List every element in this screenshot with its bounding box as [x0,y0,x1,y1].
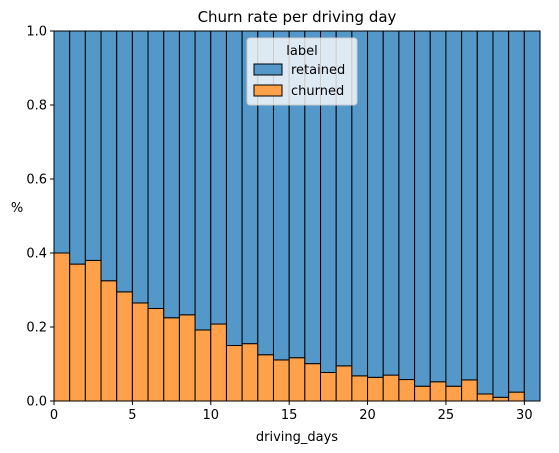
bar-retained-21 [382,30,400,376]
bar-retained-26 [461,30,478,381]
y-axis: 0.0 0.2 0.4 0.6 0.8 1.0 [26,25,54,410]
bar-churned-24 [429,381,447,402]
bar-retained-9 [194,30,212,331]
bar-churned-2 [84,259,102,402]
bar-churned-20 [367,376,384,402]
bar-retained-29 [508,30,525,393]
y-tick-label: 0.0 [26,395,47,410]
bar-retained-23 [414,30,431,387]
bar-retained-4 [116,30,133,293]
bar-churned-26 [461,379,478,402]
bar-retained-25 [445,30,463,387]
y-tick-label: 0.6 [26,173,47,188]
bar-retained-0 [53,30,71,254]
x-axis: 0 5 10 15 20 25 30 [50,401,533,423]
bar-churned-14 [272,359,290,402]
bar-retained-1 [69,30,86,265]
bar-churned-13 [257,354,274,402]
legend-swatch-churned [253,84,283,97]
bar-churned-17 [320,372,337,402]
bar-churned-22 [398,379,416,402]
x-axis-label: driving_days [256,430,338,445]
y-axis-label: % [11,201,23,216]
bar-retained-24 [429,30,447,383]
plot-frame [53,30,541,402]
bar-churned-1 [69,263,86,402]
bar-retained-11 [225,30,243,346]
bar-churned-11 [225,345,243,402]
bar-churned-9 [194,329,212,402]
bar-churned-4 [116,291,133,402]
legend-title: label [286,44,317,59]
bars-group [53,30,541,402]
bar-retained-20 [367,30,384,378]
bar-retained-30 [523,30,541,402]
bar-retained-6 [147,30,165,309]
bar-churned-15 [288,357,306,402]
bar-churned-25 [445,385,463,402]
y-tick-label: 1.0 [26,25,47,40]
bar-retained-5 [131,30,149,304]
x-tick-label: 20 [359,408,376,423]
bar-churned-3 [100,280,118,402]
x-tick-label: 25 [438,408,455,423]
bar-retained-7 [163,30,180,319]
bar-churned-21 [382,374,400,402]
bar-retained-10 [210,30,227,325]
bar-churned-16 [304,363,322,402]
bar-churned-19 [351,375,369,402]
bar-churned-23 [414,385,431,402]
chart-title: Churn rate per driving day [198,8,397,26]
legend-label-churned: churned [291,84,344,99]
bar-churned-7 [163,317,180,402]
bar-retained-8 [178,30,196,316]
bar-retained-27 [476,30,494,395]
y-tick-label: 0.2 [26,321,47,336]
x-tick-label: 0 [50,408,58,423]
bar-retained-22 [398,30,416,381]
bar-churned-6 [147,308,165,402]
y-tick-label: 0.4 [26,247,47,262]
bar-churned-29 [508,391,525,402]
bar-churned-8 [178,314,196,402]
x-tick-label: 5 [128,408,136,423]
x-tick-label: 30 [516,408,533,423]
bar-retained-2 [84,30,102,261]
legend-swatch-retained [253,63,283,76]
bar-churned-27 [476,393,494,402]
legend: label retained churned [246,37,358,106]
bar-churned-0 [53,252,71,402]
legend-label-retained: retained [291,63,345,78]
bar-churned-5 [131,302,149,402]
bar-retained-3 [100,30,118,282]
bar-churned-10 [210,323,227,402]
bar-churned-18 [335,365,353,402]
bar-churned-12 [241,343,259,402]
bar-churned-28 [492,396,510,402]
x-tick-label: 15 [281,408,298,423]
y-tick-label: 0.8 [26,99,47,114]
x-tick-label: 10 [203,408,220,423]
bar-retained-28 [492,30,510,398]
